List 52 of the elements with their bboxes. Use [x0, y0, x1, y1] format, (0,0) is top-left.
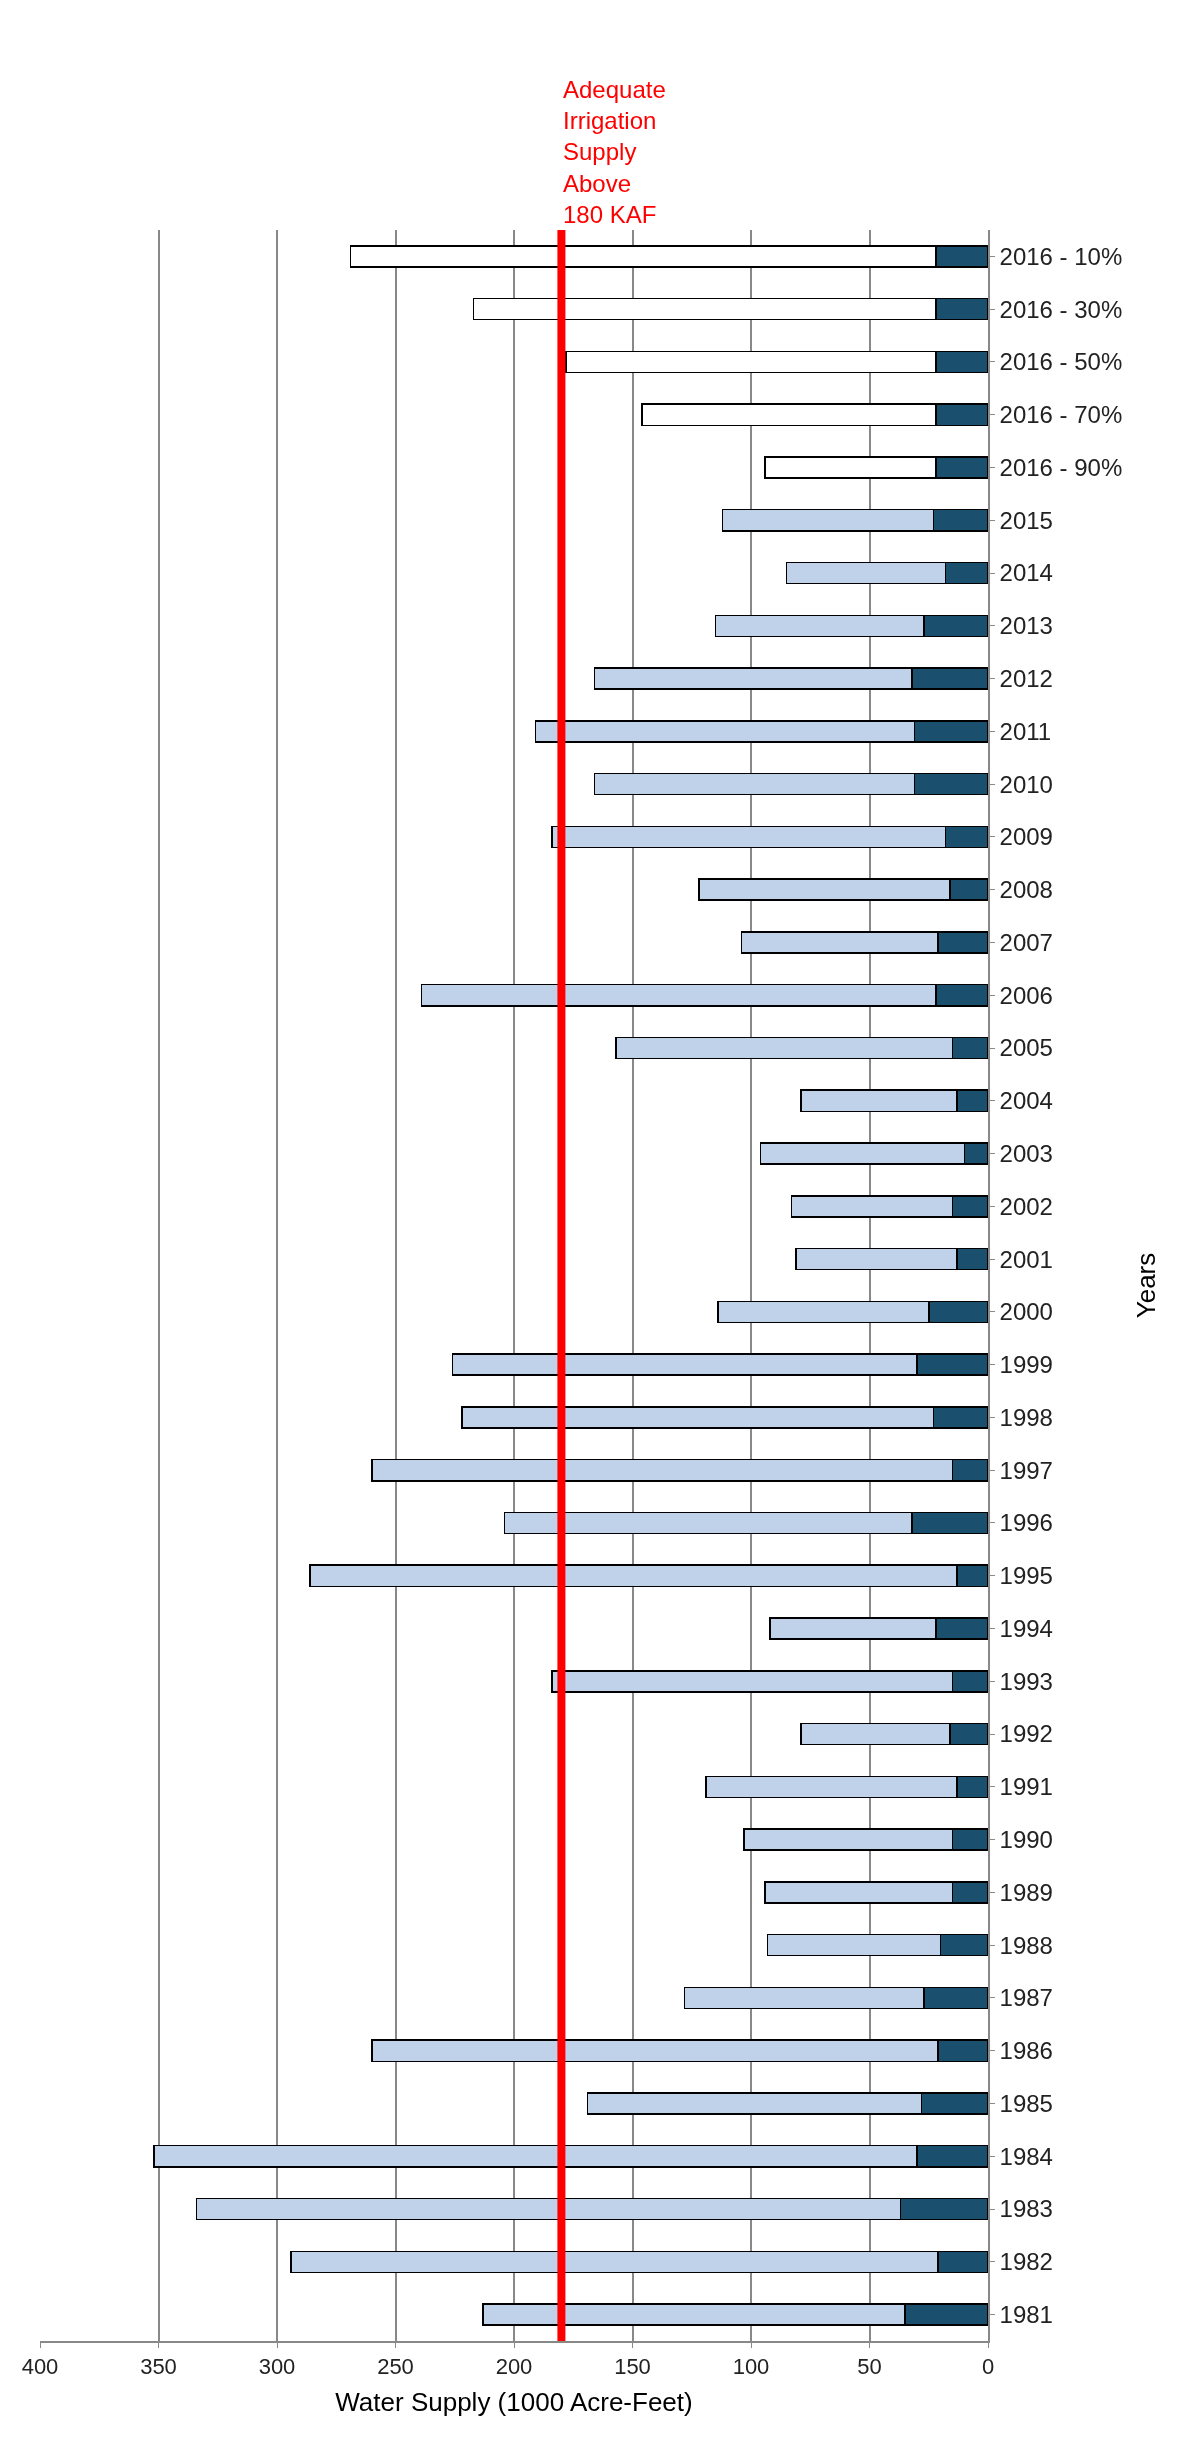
y-tick-label: 2009 [999, 823, 1053, 851]
y-tick-label: 1997 [999, 1456, 1053, 1484]
x-tick-label: 150 [614, 2354, 651, 2380]
y-tick-label: 2003 [999, 1139, 1053, 1167]
y-tick-label: 2002 [999, 1192, 1053, 1220]
y-tick-label: 1986 [999, 2037, 1053, 2065]
y-tick-label: 1989 [999, 1878, 1053, 1906]
y-tick-label: 1987 [999, 1984, 1053, 2012]
x-tick-label: 0 [981, 2354, 995, 2380]
y-tick-label: 2004 [999, 1087, 1053, 1115]
y-tick-label: 1992 [999, 1720, 1053, 1748]
y-tick-label: 2000 [999, 1298, 1053, 1326]
y-tick-label: 2001 [999, 1245, 1053, 1273]
y-tick-label: 1991 [999, 1773, 1053, 1801]
y-tick-label: 2015 [999, 506, 1053, 534]
x-tick-label: 200 [495, 2354, 533, 2380]
y-tick-label: 2013 [999, 612, 1053, 640]
y-tick-label: 2008 [999, 876, 1053, 904]
y-tick-label: 2016 - 10% [999, 242, 1123, 270]
y-tick-label: 2011 [999, 717, 1052, 745]
y-tick-label: 2016 - 90% [999, 453, 1123, 481]
y-tick-label: 2007 [999, 928, 1053, 956]
y-tick-label: 1984 [999, 2142, 1053, 2170]
y-tick-label: 1994 [999, 1614, 1053, 1642]
y-tick-label: 2016 - 70% [999, 401, 1123, 429]
x-tick-label: 350 [140, 2354, 177, 2380]
x-tick-label: 400 [21, 2354, 59, 2380]
y-tick-label: 2016 - 30% [999, 295, 1123, 323]
x-axis-title: Water Supply (1000 Acre-Feet) [335, 2387, 693, 2418]
y-tick-label: 1985 [999, 2089, 1053, 2117]
x-tick-label: 100 [732, 2354, 770, 2380]
y-tick-label: 1998 [999, 1403, 1053, 1431]
y-tick-label: 2014 [999, 559, 1053, 587]
y-tick-label: 2016 - 50% [999, 348, 1123, 376]
y-tick-label: 2012 [999, 664, 1053, 692]
y-tick-label: 1990 [999, 1826, 1053, 1854]
x-tick-label: 300 [258, 2354, 296, 2380]
y-tick-label: 2010 [999, 770, 1053, 798]
y-axis-title: Years [1130, 1252, 1161, 1319]
ref-line-label: Adequate Irrigation Supply Above 180 KAF [563, 76, 666, 228]
y-tick-label: 1993 [999, 1667, 1053, 1695]
y-tick-label: 1996 [999, 1509, 1053, 1537]
x-tick-label: 250 [377, 2354, 414, 2380]
y-tick-label: 1981 [999, 2301, 1053, 2329]
x-tick-label: 50 [857, 2354, 882, 2380]
y-tick-label: 1988 [999, 1931, 1053, 1959]
y-tick-label: 2005 [999, 1034, 1053, 1062]
y-tick-label: 1999 [999, 1351, 1053, 1379]
y-tick-label: 1995 [999, 1562, 1053, 1590]
y-tick-label: 2006 [999, 981, 1053, 1009]
y-tick-label: 1983 [999, 2195, 1053, 2223]
y-tick-label: 1982 [999, 2248, 1053, 2276]
